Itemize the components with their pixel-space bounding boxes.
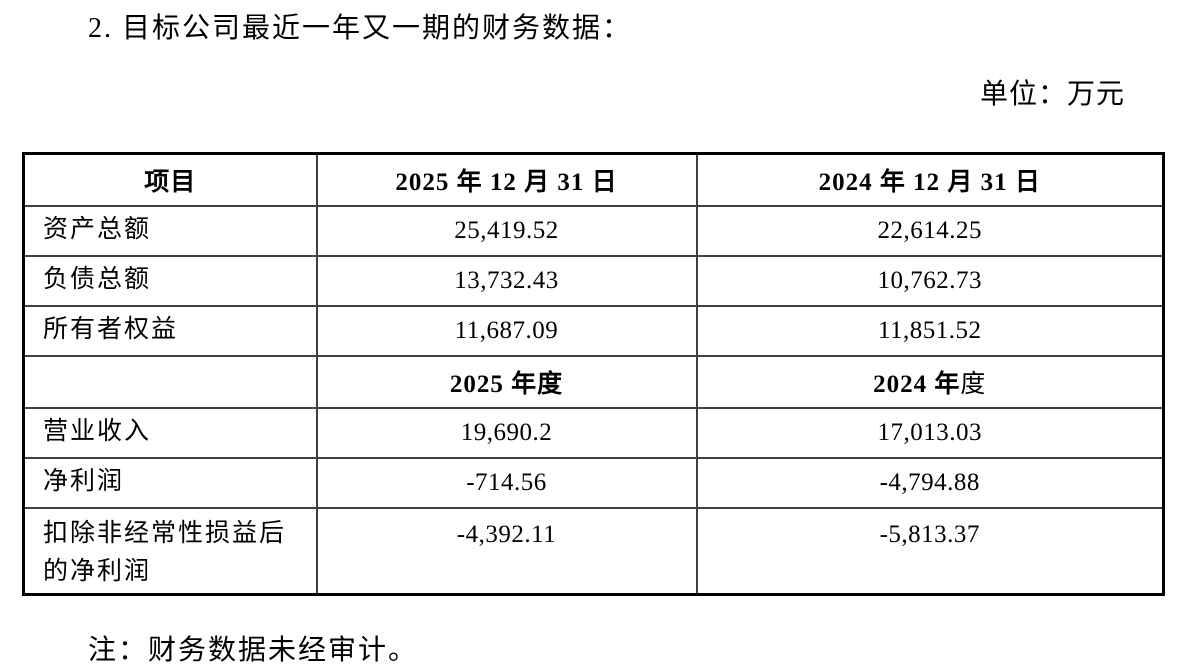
- value-2024: -4,794.88: [695, 456, 1165, 509]
- row-label-text: 资产总额: [43, 216, 152, 244]
- row-label-text: 营业收入: [43, 418, 152, 446]
- table-row-net-profit: 净利润 -714.56 -4,794.88: [22, 456, 1165, 509]
- period-header-empty-cell: [22, 354, 318, 409]
- value-2025: 25,419.52: [315, 204, 698, 257]
- row-label-text: 负债总额: [43, 266, 152, 294]
- footnote: 注：财务数据未经审计。: [88, 635, 419, 666]
- section-title: 2. 目标公司最近一年又一期的财务数据：: [88, 13, 633, 44]
- table-row-operating-revenue: 营业收入 19,690.2 17,013.03: [22, 406, 1165, 459]
- column-header-2024-year: 2024 年度: [695, 354, 1165, 409]
- row-label-text: 扣除非经常性损益后的净利润: [43, 519, 287, 586]
- value-2025: 13,732.43: [315, 254, 698, 307]
- column-header-item: 项目: [22, 152, 318, 207]
- table-header-row: 项目 2025 年 12 月 31 日 2024 年 12 月 31 日: [22, 152, 1165, 207]
- value-2024: 22,614.25: [695, 204, 1165, 257]
- row-label: 营业收入: [22, 406, 318, 459]
- row-label: 净利润: [22, 456, 318, 509]
- column-header-2025-year: 2025 年度: [315, 354, 698, 409]
- value-2025: -4,392.11: [315, 506, 698, 596]
- column-header-2025-date: 2025 年 12 月 31 日: [315, 152, 698, 207]
- column-header-2024-date: 2024 年 12 月 31 日: [695, 152, 1165, 207]
- value-2025: 11,687.09: [315, 304, 698, 357]
- unit-label: 单位：万元: [979, 79, 1125, 110]
- table-row-total-assets: 资产总额 25,419.52 22,614.25: [22, 204, 1165, 257]
- period-header-row: 2025 年度 2024 年度: [22, 354, 1165, 409]
- value-2025: 19,690.2: [315, 406, 698, 459]
- row-label-text: 净利润: [43, 468, 125, 496]
- row-label: 负债总额: [22, 254, 318, 307]
- row-label: 资产总额: [22, 204, 318, 257]
- year-2024-bold-part: 2024 年: [873, 370, 961, 398]
- year-2024-normal-part: 度: [960, 370, 987, 398]
- table-row-net-profit-excl-nonrecurring: 扣除非经常性损益后的净利润 -4,392.11 -5,813.37: [22, 506, 1165, 596]
- value-2024: -5,813.37: [695, 506, 1165, 596]
- row-label: 扣除非经常性损益后的净利润: [22, 506, 318, 596]
- table-row-owners-equity: 所有者权益 11,687.09 11,851.52: [22, 304, 1165, 357]
- financial-table: 项目 2025 年 12 月 31 日 2024 年 12 月 31 日 资产总…: [22, 152, 1165, 596]
- row-label-text: 所有者权益: [43, 316, 179, 344]
- value-2024: 17,013.03: [695, 406, 1165, 459]
- value-2024: 11,851.52: [695, 304, 1165, 357]
- row-label: 所有者权益: [22, 304, 318, 357]
- table-row-total-liabilities: 负债总额 13,732.43 10,762.73: [22, 254, 1165, 307]
- value-2024: 10,762.73: [695, 254, 1165, 307]
- value-2025: -714.56: [315, 456, 698, 509]
